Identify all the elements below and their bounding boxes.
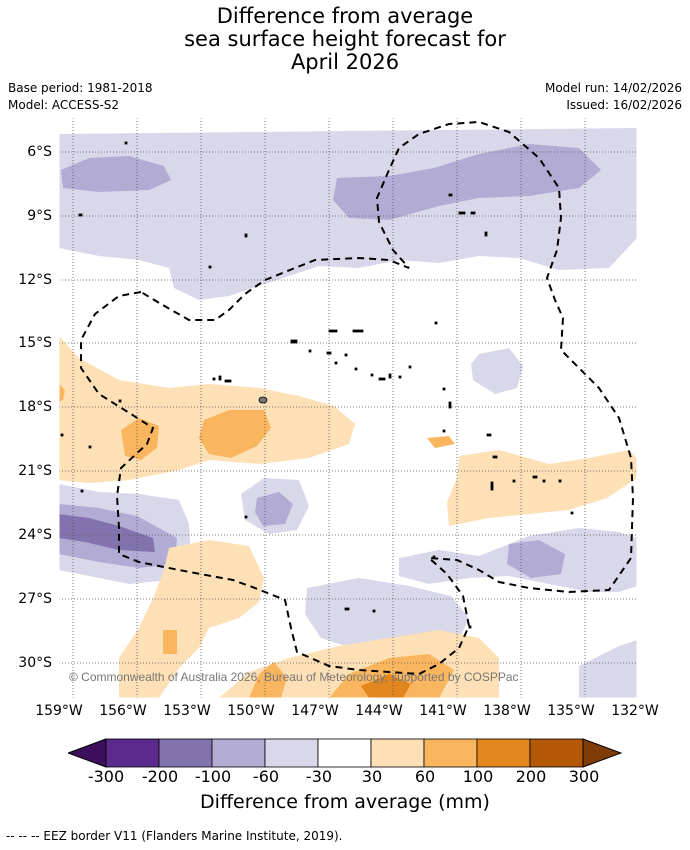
colorbar-label: 300: [568, 767, 600, 786]
islands: [60, 141, 574, 629]
colorbar-segment: [529, 738, 584, 768]
colorbar-label: -60: [252, 767, 280, 786]
lat-label: 30°S: [18, 655, 52, 671]
colorbar-segment: [105, 738, 160, 768]
lon-label: 138°W: [483, 703, 531, 719]
colorbar-extend-low: [68, 738, 107, 768]
map-plot: © Commonwealth of Australia 2026, Bureau…: [59, 118, 637, 698]
colorbar-extend-high: [582, 738, 622, 768]
colorbar-title: Difference from average (mm): [200, 791, 490, 813]
colorbar-label: 60: [414, 767, 436, 786]
pos-band-east: [447, 450, 637, 526]
eez-legend: -- -- -- EEZ border V11 (Flanders Marine…: [6, 829, 343, 843]
neg-core-northwest: [61, 156, 171, 192]
lat-label: 27°S: [18, 591, 52, 607]
colorbar-segment: [423, 738, 478, 768]
title-line-1: Difference from average: [216, 4, 474, 28]
lon-label: 153°W: [163, 703, 211, 719]
colorbar-label: -200: [141, 767, 179, 786]
lon-label: 150°W: [227, 703, 275, 719]
lon-label: 135°W: [547, 703, 595, 719]
neg-core-south-center: [255, 492, 293, 526]
lat-label: 18°S: [18, 399, 52, 415]
colorbar-label: 100: [462, 767, 494, 786]
lon-label: 132°W: [611, 703, 659, 719]
lon-label: 141°W: [419, 703, 467, 719]
graticule: [59, 118, 637, 698]
pos-sw-core: [163, 630, 177, 654]
pos-core-west-1: [199, 410, 271, 458]
neg-south-east-tail: [579, 640, 637, 698]
neg-blob-central: [471, 348, 523, 394]
lon-label: 147°W: [291, 703, 339, 719]
lon-label: 144°W: [355, 703, 403, 719]
title-line-3: April 2026: [290, 50, 400, 74]
lat-label: 9°S: [27, 208, 52, 224]
colorbar-segment: [476, 738, 531, 768]
colorbar-label: -100: [194, 767, 232, 786]
colorbar-label: -30: [305, 767, 333, 786]
model-name: Model: ACCESS-S2: [8, 98, 120, 112]
colorbar-segment: [211, 738, 266, 768]
pos-bottom-core-3: [361, 674, 411, 698]
lat-label: 6°S: [27, 144, 52, 160]
issued-date: Issued: 16/02/2026: [566, 98, 682, 112]
colorbar: [68, 738, 622, 768]
colorbar-label: 200: [515, 767, 547, 786]
colorbar-segment: [264, 738, 319, 768]
eez-border: [80, 120, 635, 676]
pos-core-west-3: [59, 384, 65, 402]
title-line-2: sea surface height forecast for: [184, 27, 506, 51]
model-run: Model run: 14/02/2026: [544, 81, 682, 95]
neg-core-northeast: [333, 144, 601, 220]
colorbar-segment: [158, 738, 213, 768]
lat-label: 15°S: [18, 335, 52, 351]
colorbar-segment: [370, 738, 425, 768]
lon-label: 156°W: [99, 703, 147, 719]
lat-label: 12°S: [18, 272, 52, 288]
neg-sw-core: [59, 514, 155, 552]
colorbar-segment: [317, 738, 372, 768]
pos-small-east: [427, 436, 455, 448]
neg-core-south-east: [507, 540, 565, 578]
colorbar-label: -300: [87, 767, 125, 786]
pos-bottom-core-2: [249, 662, 287, 698]
copyright-note: © Commonwealth of Australia 2026, Bureau…: [69, 670, 519, 684]
colorbar-label: 30: [361, 767, 383, 786]
lat-label: 24°S: [18, 527, 52, 543]
pos-core-west-2: [121, 418, 159, 460]
lon-label: 159°W: [35, 703, 83, 719]
lat-label: 21°S: [18, 463, 52, 479]
base-period: Base period: 1981-2018: [8, 81, 153, 95]
